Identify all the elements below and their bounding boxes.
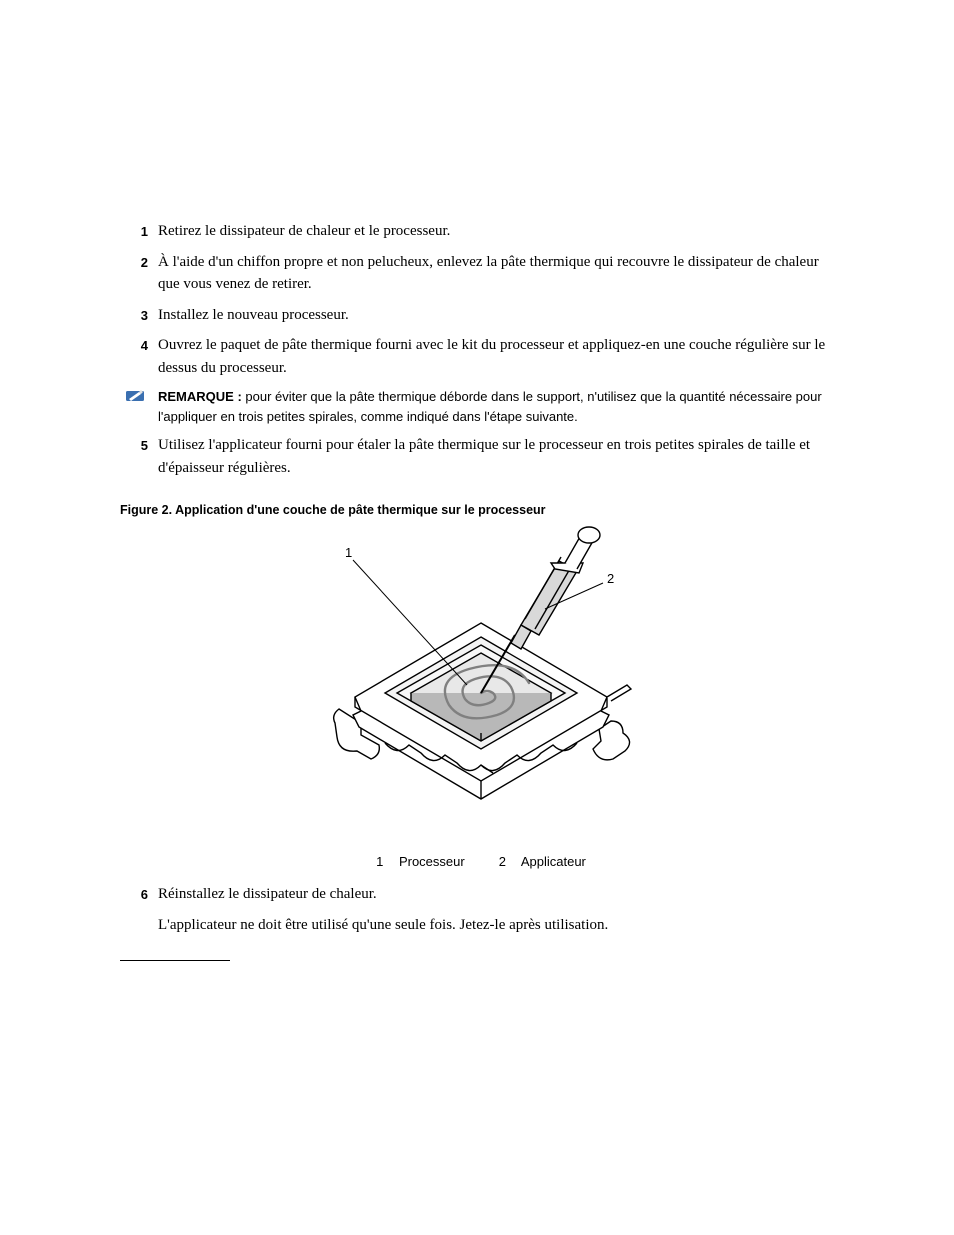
step-number: 4 [120, 336, 148, 356]
step-text: Utilisez l'applicateur fourni pour étale… [158, 437, 810, 476]
step-4: 4 Ouvrez le paquet de pâte thermique fou… [120, 334, 842, 379]
step-text: Installez le nouveau processeur. [158, 307, 349, 323]
legend-num: 2 [499, 854, 506, 869]
step-5: 5 Utilisez l'applicateur fourni pour éta… [120, 434, 842, 479]
step-2: 2 À l'aide d'un chiffon propre et non pe… [120, 251, 842, 296]
step-number: 6 [120, 885, 148, 905]
thermal-paste-diagram: 1 2 [301, 525, 661, 840]
step-3: 3 Installez le nouveau processeur. [120, 304, 842, 327]
note-label: REMARQUE : [158, 389, 242, 404]
section-separator [120, 960, 230, 961]
steps-list-3: 6 Réinstallez le dissipateur de chaleur. [120, 883, 842, 906]
step-number: 5 [120, 436, 148, 456]
steps-list-2: 5 Utilisez l'applicateur fourni pour éta… [120, 434, 842, 479]
step-text: À l'aide d'un chiffon propre et non pelu… [158, 254, 819, 293]
figure-2: 1 2 [120, 525, 842, 840]
step-text: Ouvrez le paquet de pâte thermique fourn… [158, 337, 825, 376]
legend-entry-2: 2 Applicateur [499, 854, 586, 869]
step-text: Retirez le dissipateur de chaleur et le … [158, 223, 450, 239]
callout-2: 2 [607, 571, 614, 586]
step-6-note: L'applicateur ne doit être utilisé qu'un… [120, 914, 842, 937]
step-number: 2 [120, 253, 148, 273]
step-number: 1 [120, 222, 148, 242]
steps-list: 1 Retirez le dissipateur de chaleur et l… [120, 220, 842, 379]
figure-caption: Figure 2. Application d'une couche de pâ… [120, 503, 842, 517]
step-1: 1 Retirez le dissipateur de chaleur et l… [120, 220, 842, 243]
legend-entry-1: 1 Processeur [376, 854, 465, 869]
note-block: REMARQUE : pour éviter que la pâte therm… [120, 387, 842, 426]
step-number: 3 [120, 306, 148, 326]
page: 1 Retirez le dissipateur de chaleur et l… [0, 0, 954, 1235]
legend-label: Processeur [399, 854, 465, 869]
step-6: 6 Réinstallez le dissipateur de chaleur. [120, 883, 842, 906]
step-text: Réinstallez le dissipateur de chaleur. [158, 886, 377, 902]
note-text: pour éviter que la pâte thermique débord… [158, 389, 822, 424]
legend-num: 1 [376, 854, 383, 869]
callout-1: 1 [345, 545, 352, 560]
pencil-icon [126, 389, 146, 403]
figure-legend: 1 Processeur 2 Applicateur [120, 854, 842, 869]
legend-label: Applicateur [521, 854, 586, 869]
